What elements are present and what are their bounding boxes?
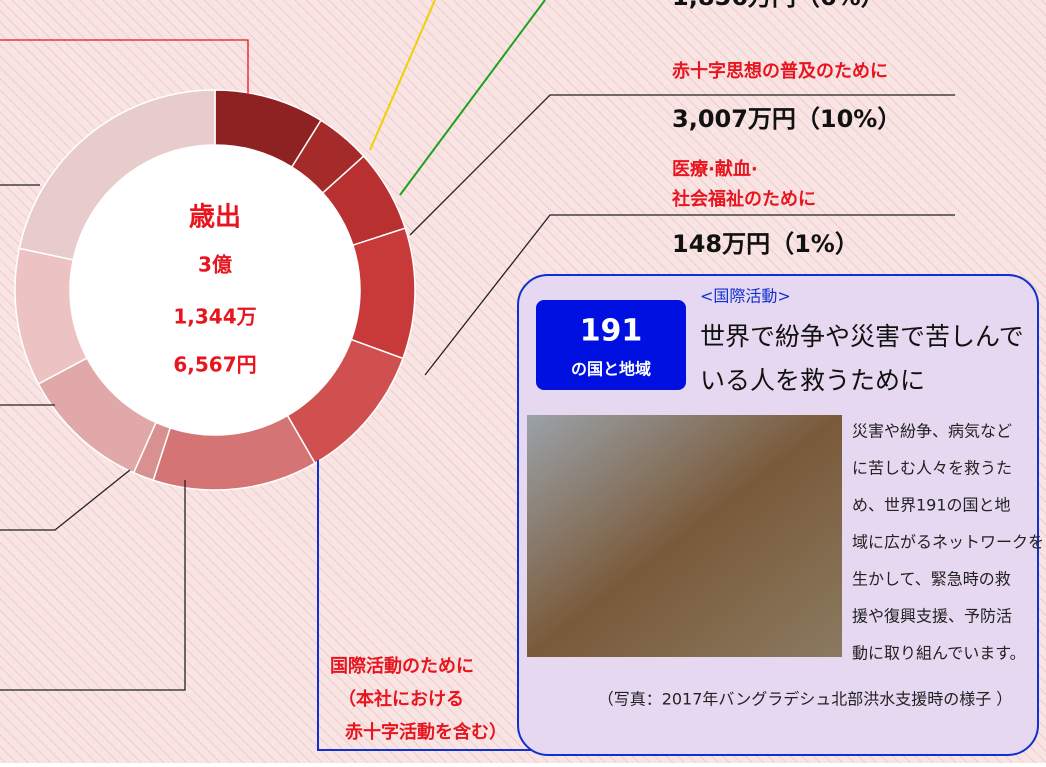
amount: 148万円（1%） [672,230,859,258]
body-line: に苦しむ人々を救うた [852,459,1012,478]
intl-label: 赤十字活動を含む） [345,721,507,743]
label-title: 社会福祉のために [672,188,816,210]
heading: 世界で紛争や災害で苦しんで [700,322,1024,351]
body-text: 災害や紛争、病気などに苦しむ人々を救うため、世界191の国と地域に広がるネットワ… [852,422,1044,663]
badge-number: 191 [580,314,643,349]
intl-label: 国際活動のために [330,655,474,677]
label-title: 医療·献血· [672,158,758,180]
intl-label: （本社における [338,688,464,710]
amount: 3,007万円（10%） [672,105,901,133]
donut [14,89,416,491]
label-title: 赤十字思想の普及のために [672,60,888,82]
body-line: 生かして、緊急時の救 [852,570,1011,589]
donut-segment [350,227,416,360]
heading: いる人を救うために [700,366,925,395]
badge [536,300,686,390]
amount: 1,856万円（6%） [672,0,885,11]
body-line: 動に取り組んでいます。 [852,644,1026,663]
donut-hole [70,145,360,435]
center-title: 歳出 [189,203,241,233]
center-line: 6,567円 [173,353,256,377]
tag: <国際活動> [700,287,791,306]
center-line: 3億 [198,253,232,277]
photo [527,415,842,657]
caption: （写真：2017年バングラデシュ北部洪水支援時の様子 ） [598,690,1013,709]
body-line: 災害や紛争、病気など [852,422,1012,441]
badge-text: の国と地域 [571,360,651,379]
center-line: 1,344万 [173,305,256,329]
body-line: め、世界191の国と地 [852,496,1011,515]
body-line: 援や復興支援、予防活 [852,607,1012,626]
body-line: 域に広がるネットワークを [852,533,1044,552]
